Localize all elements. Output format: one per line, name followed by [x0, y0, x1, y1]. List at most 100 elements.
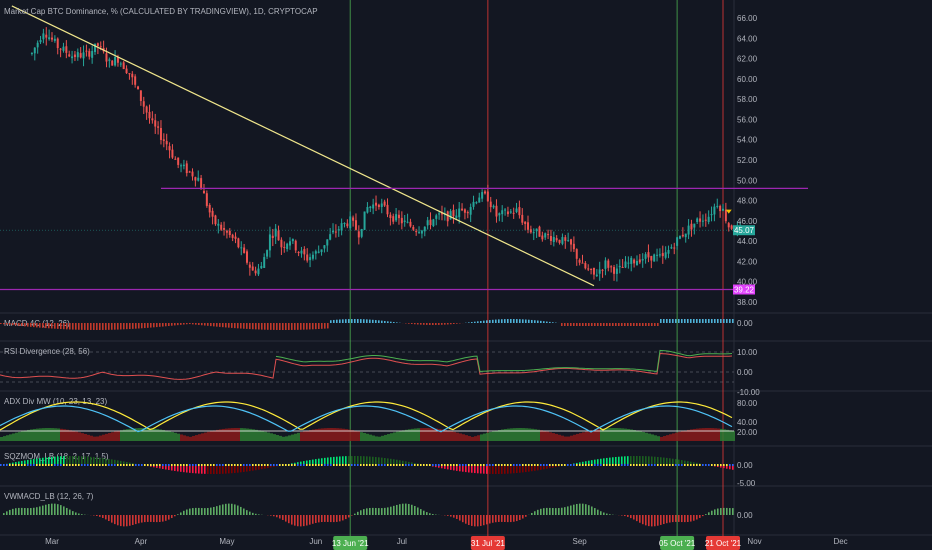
sqzmom-dot: [273, 464, 275, 466]
sqzmom-dot: [90, 464, 92, 466]
price-candle: [105, 53, 108, 62]
adx-area-bar: [120, 430, 123, 441]
price-candle: [486, 191, 489, 202]
macd-histogram-bar: [543, 321, 545, 323]
adx-area-bar: [315, 429, 318, 441]
macd-histogram-bar: [138, 323, 140, 329]
sqzmom-histogram-bar: [105, 458, 107, 465]
sqzmom-histogram-bar: [63, 456, 65, 465]
sqzmom-histogram-bar: [444, 465, 446, 469]
price-tick-label: 66.00: [737, 14, 758, 23]
sqzmom-dot: [618, 464, 620, 466]
vwmacd-histogram-bar: [408, 503, 410, 515]
macd-histogram-bar: [75, 323, 77, 330]
vwmacd-histogram-bar: [63, 506, 65, 515]
vwmacd-histogram-bar: [576, 503, 578, 515]
sqzmom-dot: [657, 464, 659, 466]
vwmacd-histogram-bar: [648, 515, 650, 527]
macd-histogram-bar: [333, 319, 335, 323]
macd-histogram-bar: [339, 319, 341, 323]
vwmacd-histogram-bar: [309, 515, 311, 525]
macd-histogram-bar: [630, 323, 632, 326]
adx-area-bar: [330, 428, 333, 441]
price-candle: [395, 214, 398, 221]
price-candle: [696, 218, 699, 223]
sqzmom-histogram-bar: [246, 465, 248, 472]
price-candle: [311, 254, 314, 259]
macd-histogram-bar: [450, 323, 452, 325]
price-candle: [544, 233, 547, 238]
sqzmom-dot: [237, 464, 239, 466]
vwmacd-histogram-bar: [21, 507, 23, 515]
sqzmom-histogram-bar: [528, 465, 530, 472]
adx-area-bar: [651, 434, 654, 441]
macd-histogram-bar: [480, 320, 482, 323]
adx-area-bar: [435, 428, 438, 441]
vwmacd-histogram-bar: [237, 505, 239, 515]
vwmacd-histogram-bar: [711, 510, 713, 515]
sqzmom-dot: [546, 464, 548, 466]
price-candle: [658, 254, 661, 256]
trendline[interactable]: [11, 5, 595, 287]
vwmacd-histogram-bar: [714, 509, 716, 515]
sqzmom-histogram-bar: [72, 456, 74, 465]
sqzmom-histogram-bar: [609, 457, 611, 465]
price-candle: [701, 220, 704, 222]
vwmacd-histogram-bar: [57, 504, 59, 515]
price-candle: [271, 235, 274, 238]
adx-area-bar: [192, 435, 195, 441]
price-candle: [713, 206, 716, 215]
macd-histogram-bar: [30, 323, 32, 327]
price-candle: [587, 268, 590, 270]
sqzmom-histogram-bar: [267, 465, 269, 469]
adx-area-bar: [222, 428, 225, 441]
sqzmom-histogram-bar: [543, 465, 545, 470]
macd-histogram-bar: [636, 323, 638, 326]
sqzmom-histogram-bar: [642, 456, 644, 465]
sqzmom-histogram-bar: [111, 459, 113, 465]
vwmacd-histogram-bar: [105, 515, 107, 520]
sqzmom-dot: [441, 464, 443, 466]
price-candle: [389, 214, 392, 219]
vwmacd-histogram-bar: [24, 508, 26, 515]
price-candle: [343, 222, 346, 224]
price-candle: [455, 215, 458, 218]
vwmacd-histogram-bar: [36, 507, 38, 515]
vwmacd-histogram-bar: [636, 515, 638, 522]
sqzmom-histogram-bar: [294, 462, 296, 465]
macd-histogram-bar: [240, 323, 242, 329]
adx-area-bar: [135, 428, 138, 441]
price-candle: [171, 149, 174, 158]
macd-histogram-bar: [507, 319, 509, 323]
price-tick-label: 54.00: [737, 136, 758, 145]
adx-area-bar: [177, 433, 180, 441]
sqzmom-dot: [627, 464, 629, 466]
adx-area-bar: [672, 433, 675, 441]
macd-histogram-bar: [552, 322, 554, 323]
vwmacd-histogram-bar: [387, 507, 389, 515]
adx-area-bar: [486, 432, 489, 441]
price-candle: [716, 205, 719, 207]
sqzmom-dot: [456, 464, 458, 466]
vwmacd-histogram-bar: [582, 503, 584, 515]
sqzmom-dot: [276, 464, 278, 466]
sqzmom-histogram-bar: [687, 461, 689, 465]
vwmacd-histogram-bar: [348, 515, 350, 518]
sqzmom-dot: [222, 464, 224, 466]
sqzmom-histogram-bar: [93, 457, 95, 465]
vwmacd-histogram-bar: [702, 515, 704, 517]
sqzmom-histogram-bar: [675, 459, 677, 465]
price-candle: [678, 236, 681, 239]
adx-area-bar: [381, 435, 384, 441]
sqzmom-histogram-bar: [579, 462, 581, 465]
adx-area-bar: [570, 435, 573, 441]
adx-area-bar: [141, 428, 144, 441]
macd-histogram-bar: [45, 323, 47, 329]
adx-area-bar: [699, 428, 702, 441]
sqzmom-histogram-bar: [534, 465, 536, 471]
macd-histogram-bar: [375, 320, 377, 323]
macd-histogram-bar: [711, 319, 713, 323]
price-candle: [85, 50, 88, 52]
sqzmom-dot: [156, 464, 158, 466]
